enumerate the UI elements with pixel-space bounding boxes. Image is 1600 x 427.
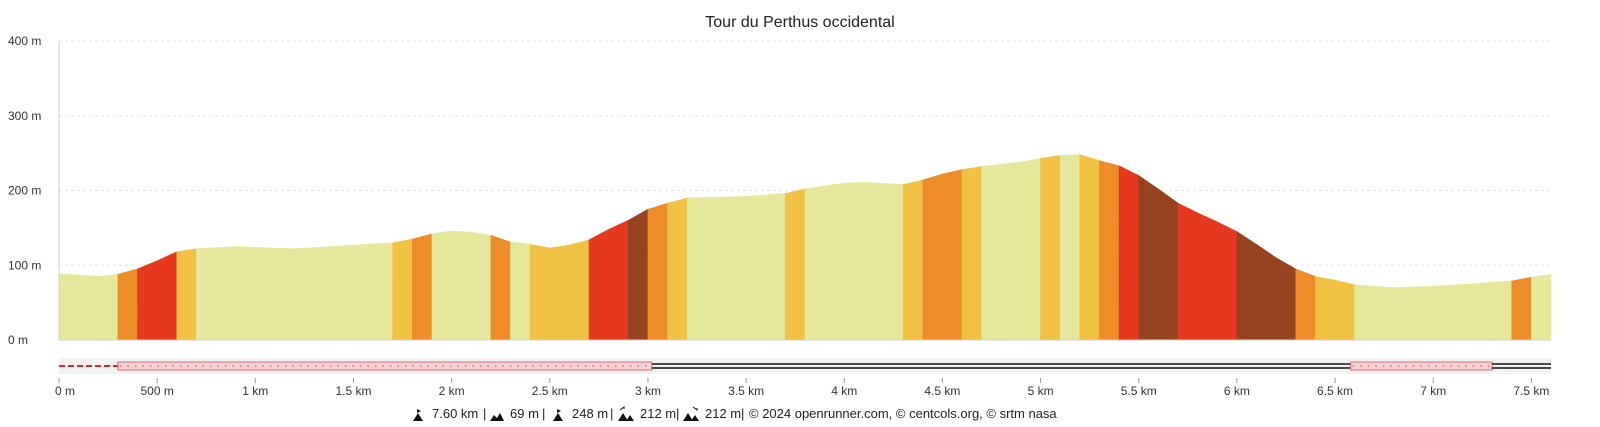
distance-icon <box>413 409 423 421</box>
elevation-min: 69 m <box>510 406 539 421</box>
elevation-min-icon <box>490 413 504 421</box>
x-tick-label: 7 km <box>1420 384 1446 398</box>
elevation-loss: 212 m <box>705 406 741 421</box>
profile-segment <box>490 234 511 341</box>
chart-title: Tour du Perthus occidental <box>705 14 894 31</box>
credits: © 2024 openrunner.com, © centcols.org, ©… <box>749 406 1057 421</box>
profile-segment <box>686 193 786 341</box>
profile-segment <box>1138 174 1179 341</box>
x-tick-label: 3.5 km <box>728 384 764 398</box>
x-tick-label: 4 km <box>831 384 857 398</box>
elevation-max: 248 m <box>572 406 608 421</box>
profile-segment <box>117 268 138 341</box>
profile-segment <box>785 188 806 341</box>
profile-segment <box>588 219 629 341</box>
profile-segment <box>1511 276 1532 341</box>
y-tick-labels: 0 m 100 m 200 m 300 m 400 m <box>8 34 41 347</box>
profile-segment <box>1531 273 1552 341</box>
separator: | <box>483 406 486 421</box>
profile-segment <box>922 169 963 341</box>
profile-segment <box>1079 154 1100 341</box>
profile-segment <box>1315 276 1355 341</box>
profile-segment <box>1354 280 1513 341</box>
x-tick-label: 6 km <box>1224 384 1250 398</box>
profile-segment <box>1040 155 1061 341</box>
profile-segment <box>412 233 433 341</box>
surface-segment-dotted <box>117 361 653 371</box>
elevation-max-icon <box>553 409 563 421</box>
profile-segment <box>392 238 413 341</box>
profile-segment <box>1177 202 1238 341</box>
x-tick-label: 7.5 km <box>1513 384 1549 398</box>
route-distance: 7.60 km <box>432 406 478 421</box>
profile-segment <box>176 248 197 341</box>
x-tick-labels: 0 m 500 m 1 km 1.5 km 2 km 2.5 km 3 km 3.5 km 4 … <box>55 378 1549 398</box>
y-tick-label: 200 m <box>8 184 41 198</box>
x-tick-label: 2 km <box>439 384 465 398</box>
separator: | <box>741 406 744 421</box>
separator: | <box>610 406 613 421</box>
elevation-gain-icon <box>618 406 634 421</box>
x-tick-label: 5 km <box>1028 384 1054 398</box>
x-tick-label: 5.5 km <box>1121 384 1157 398</box>
axes <box>58 41 1551 341</box>
profile-segment <box>981 157 1041 341</box>
x-tick-label: 2.5 km <box>532 384 568 398</box>
profile-segment <box>1059 154 1081 341</box>
y-tick-label: 400 m <box>8 34 41 48</box>
profile-segment <box>1118 165 1140 341</box>
x-tick-label: 1 km <box>242 384 268 398</box>
profile-segment <box>529 239 590 341</box>
profile-segment <box>647 202 668 341</box>
separator: | <box>542 406 545 421</box>
profile-segment <box>961 166 982 341</box>
profile-segment <box>196 242 394 341</box>
separator: | <box>676 406 679 421</box>
profile-segment <box>667 197 688 341</box>
profile-segments <box>58 154 1552 341</box>
route-stats-footer: 7.60 km | 69 m | 248 m | 212 m | <box>413 406 1057 421</box>
profile-segment <box>804 181 904 341</box>
x-tick-label: 500 m <box>140 384 173 398</box>
profile-segment <box>1099 160 1120 341</box>
surface-track <box>59 358 1551 374</box>
profile-segment <box>902 179 924 341</box>
profile-segment <box>1236 231 1297 341</box>
x-tick-label: 4.5 km <box>924 384 960 398</box>
x-tick-label: 3 km <box>635 384 661 398</box>
profile-segment <box>1295 268 1316 341</box>
x-tick-label: 0 m <box>55 384 75 398</box>
y-tick-label: 100 m <box>8 258 41 272</box>
profile-segment <box>58 273 119 341</box>
x-tick-label: 6.5 km <box>1317 384 1353 398</box>
profile-segment <box>431 230 492 341</box>
elevation-gain: 212 m <box>640 406 676 421</box>
x-tick-label: 1.5 km <box>335 384 371 398</box>
y-tick-label: 300 m <box>8 109 41 123</box>
profile-segment <box>628 208 649 341</box>
y-tick-label: 0 m <box>8 333 28 347</box>
elevation-loss-icon <box>683 406 699 421</box>
profile-segment <box>510 241 531 341</box>
